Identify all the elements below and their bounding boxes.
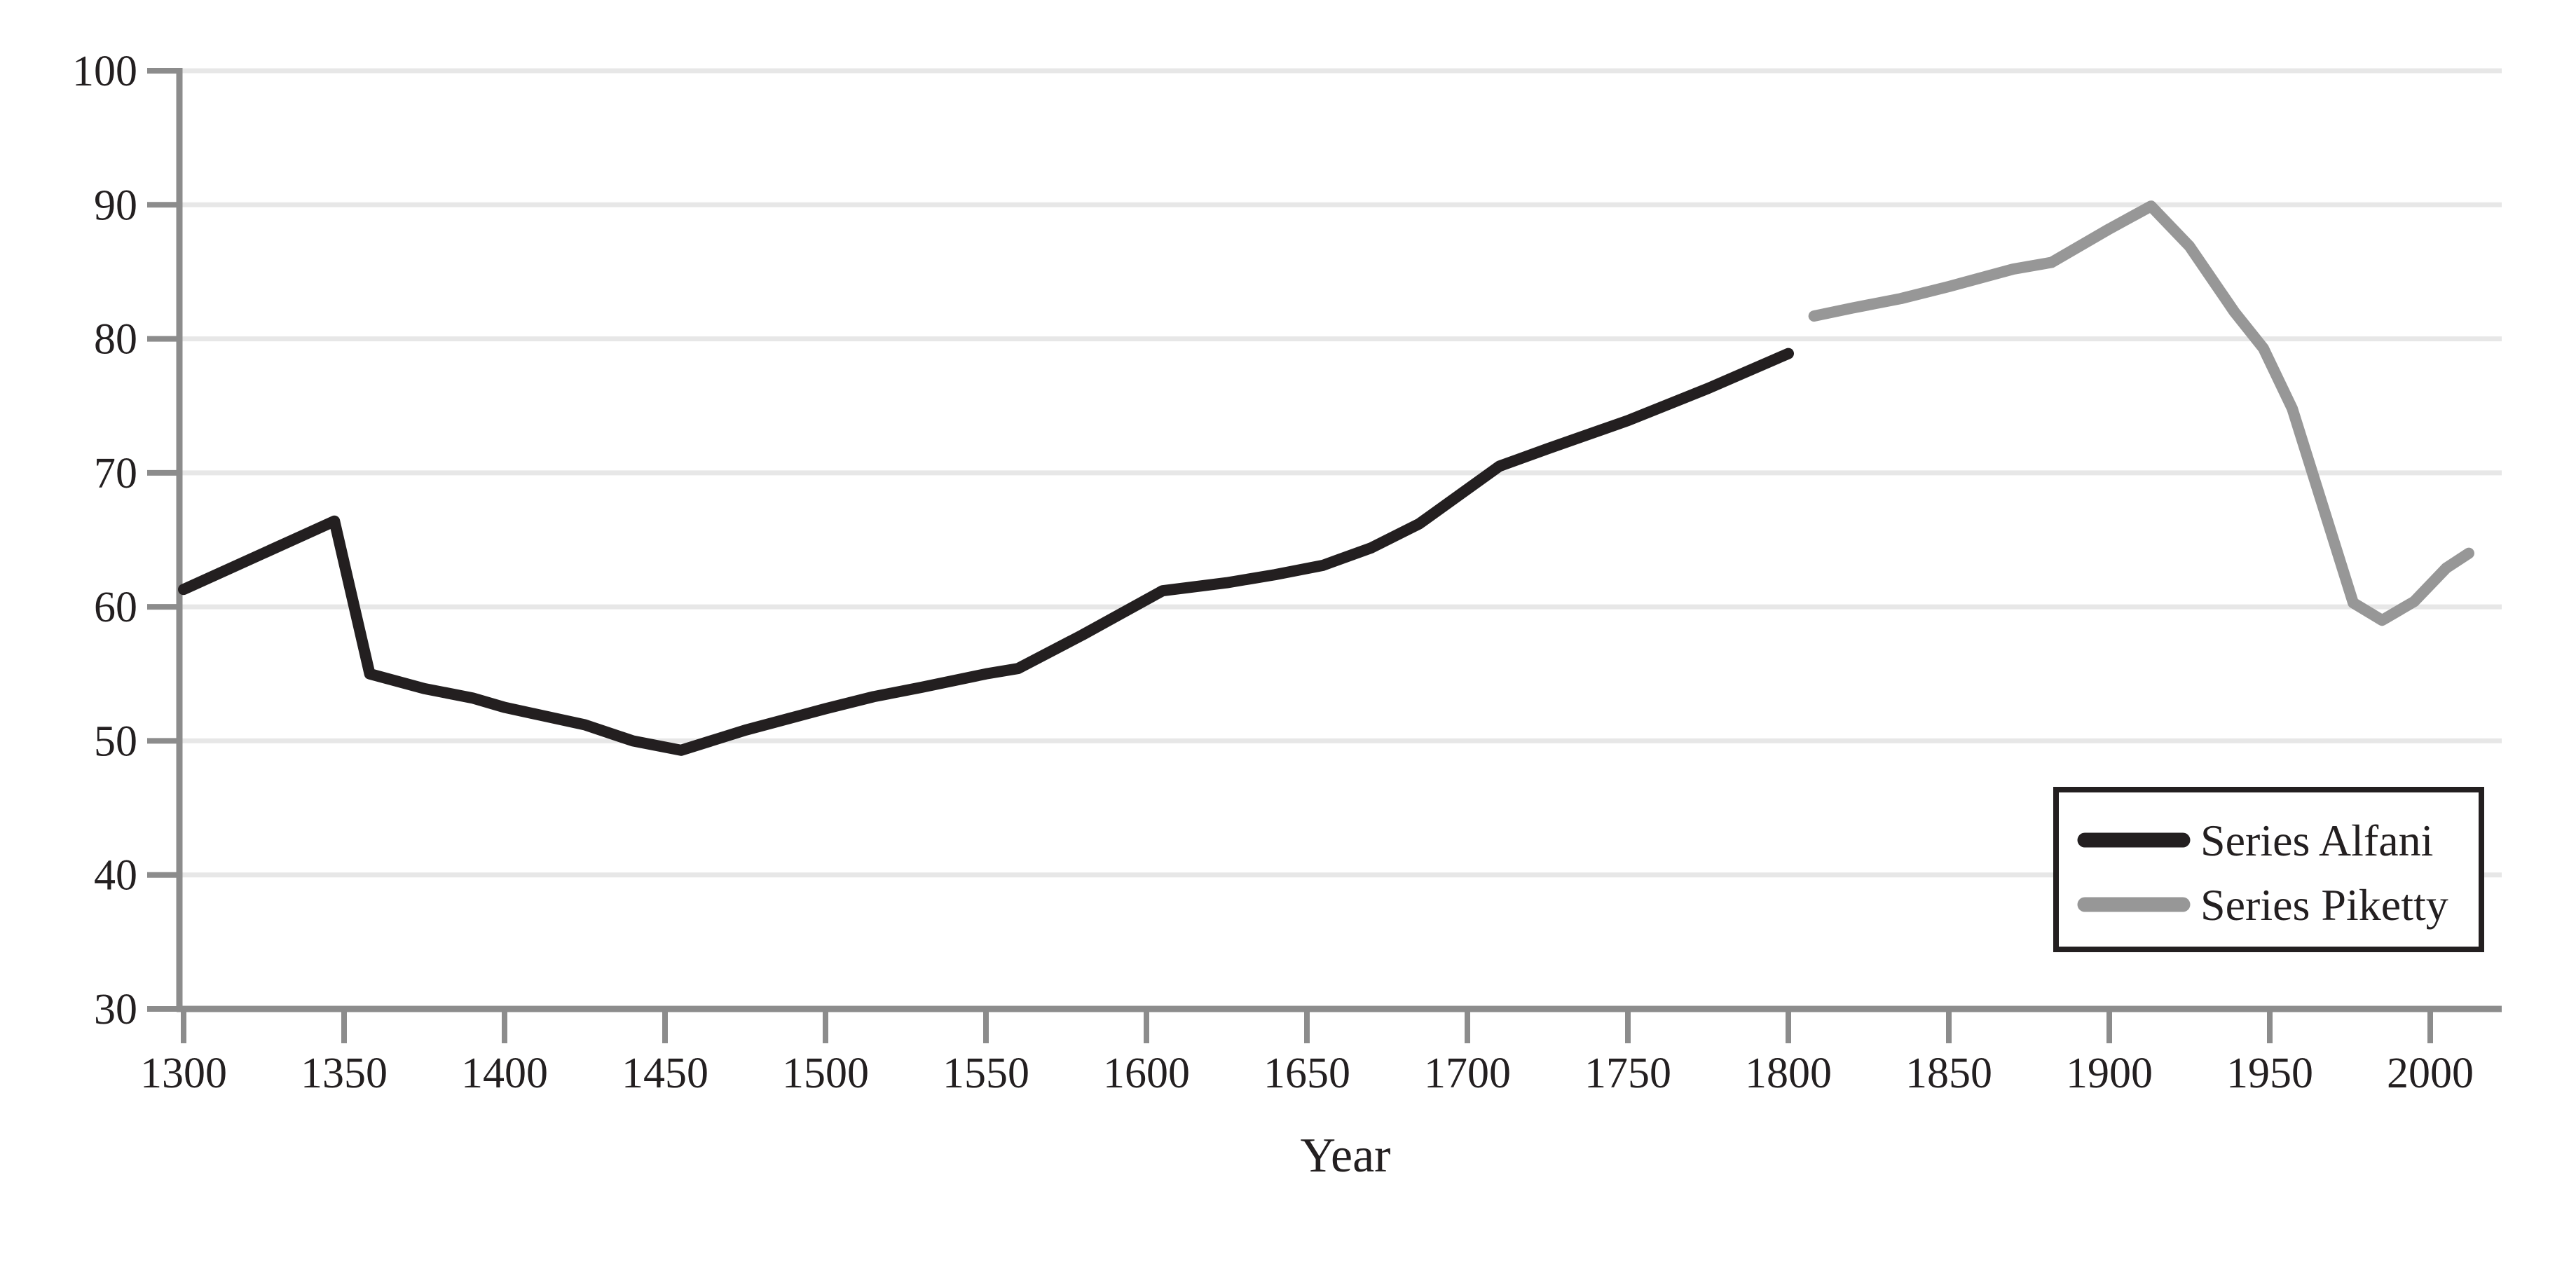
y-axis: 30 40 50 60 70 80 90 100 (72, 48, 183, 1033)
x-tick-label: 1800 (1745, 1050, 1832, 1097)
x-tick-label: 1450 (622, 1050, 708, 1097)
x-tick-label: 1650 (1263, 1050, 1350, 1097)
legend-label-piketty: Series Piketty (2200, 880, 2448, 930)
y-tick-label: 90 (94, 181, 137, 229)
x-tick-label: 1550 (943, 1050, 1029, 1097)
legend-box (2053, 787, 2484, 952)
y-tick-label: 70 (94, 450, 137, 497)
x-tick-label: 1950 (2226, 1050, 2313, 1097)
y-tick-label: 80 (94, 316, 137, 364)
series-alfani-line (178, 348, 1794, 756)
y-axis-ticks: 30 40 50 60 70 80 90 100 (72, 48, 179, 1033)
x-tick-label: 2000 (2387, 1050, 2474, 1097)
y-tick-label: 60 (94, 584, 137, 631)
y-tick-label: 40 (94, 852, 137, 900)
x-tick-label: 1750 (1584, 1050, 1671, 1097)
x-axis-ticks: 1300 1350 1400 1450 1500 1550 1600 1650 1700 1750… (140, 1009, 2474, 1097)
gridlines (179, 68, 2502, 878)
legend: Series Alfani Series Piketty (2053, 787, 2484, 952)
x-axis: 1300 1350 1400 1450 1500 1550 1600 1650 1700 1750… (140, 1005, 2502, 1097)
x-tick-label: 1500 (782, 1050, 869, 1097)
series-piketty (1808, 200, 2474, 626)
y-tick-label: 50 (94, 717, 137, 765)
legend-label-alfani: Series Alfani (2200, 816, 2433, 865)
x-tick-label: 1900 (2066, 1050, 2153, 1097)
series-alfani (178, 348, 1794, 756)
x-tick-label: 1700 (1424, 1050, 1511, 1097)
x-axis-title: Year (1301, 1129, 1391, 1183)
x-tick-label: 1600 (1103, 1050, 1190, 1097)
x-tick-label: 1300 (140, 1050, 227, 1097)
x-tick-label: 1350 (301, 1050, 388, 1097)
x-tick-label: 1400 (461, 1050, 548, 1097)
series-piketty-line (1808, 200, 2474, 626)
y-tick-label: 30 (94, 986, 137, 1033)
x-tick-label: 1850 (1905, 1050, 1992, 1097)
y-tick-label: 100 (72, 48, 137, 95)
